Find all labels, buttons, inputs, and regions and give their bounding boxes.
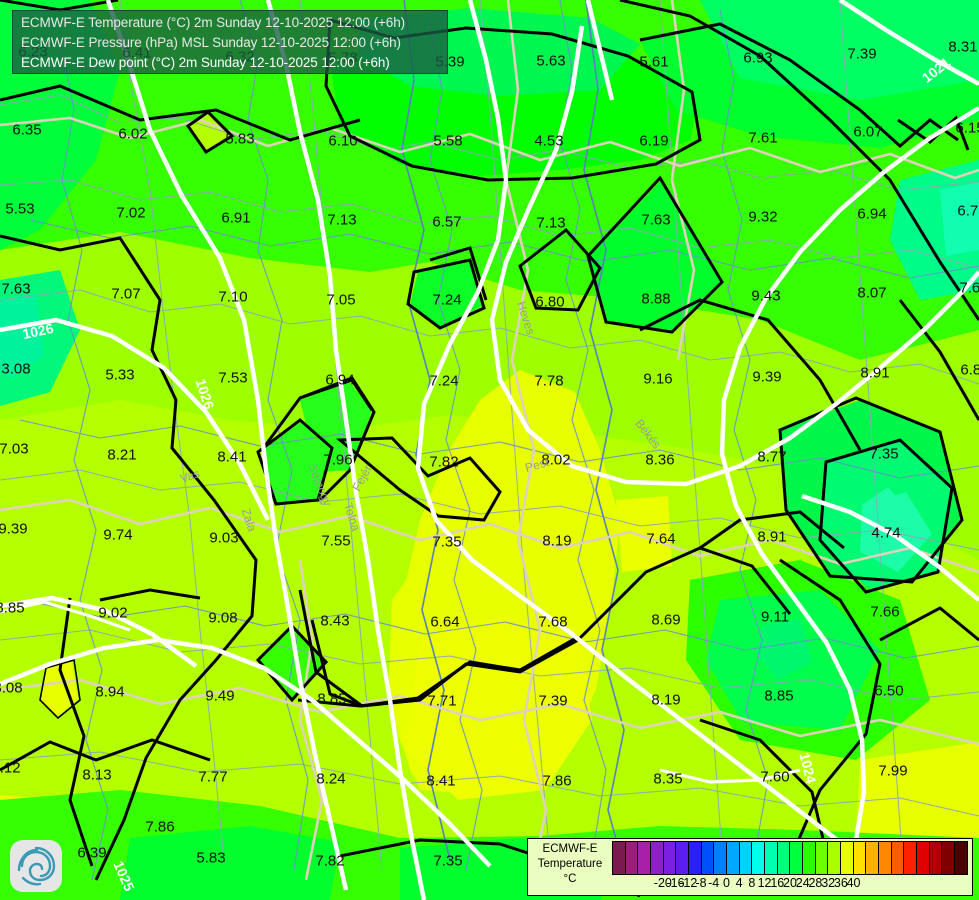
color-bar-swatch: [727, 842, 740, 874]
color-bar-swatch: [676, 842, 690, 874]
color-bar-tick: 12: [757, 876, 772, 890]
color-bar-swatch: [752, 842, 766, 874]
color-bar-swatch: [651, 842, 664, 874]
color-bar-swatch: [663, 842, 677, 874]
color-bar-swatch: [689, 842, 702, 874]
color-bar-tick: 4: [735, 876, 743, 890]
color-bar-swatch: [765, 842, 778, 874]
color-bar-swatch: [879, 842, 892, 874]
weather-swirl-logo[interactable]: [10, 840, 62, 892]
title-temperature: ECMWF-E Temperature (°C) 2m Sunday 12-10…: [21, 15, 405, 30]
color-bar-swatch: [917, 842, 930, 874]
color-bar-swatch: [739, 842, 753, 874]
color-bar-swatch: [904, 842, 918, 874]
color-bar-swatch: [942, 842, 956, 874]
legend-model: ECMWF-E: [542, 843, 598, 855]
color-bar-swatch: [891, 842, 905, 874]
color-bar-swatch: [853, 842, 867, 874]
title-pressure: ECMWF-E Pressure (hPa) MSL Sunday 12-10-…: [21, 35, 401, 50]
legend-scale: -20 -16 -12 -8 -4 0 4 8 12 16 20 24 28 32 36 40: [612, 839, 972, 893]
color-bar-tick: 24: [795, 876, 810, 890]
legend-quantity: Temperature: [537, 858, 603, 870]
color-bar-tick: 36: [833, 876, 848, 890]
color-bar-swatch: [625, 842, 639, 874]
color-bar-swatch: [955, 842, 967, 874]
color-bar-swatch: [701, 842, 715, 874]
color-bar-tick: -8: [695, 876, 707, 890]
color-bar-tick: 28: [808, 876, 823, 890]
color-bar-tick: -4: [708, 876, 720, 890]
color-bar-swatch: [638, 842, 652, 874]
map-title-overlay: ECMWF-E Temperature (°C) 2m Sunday 12-10…: [12, 10, 448, 74]
title-dewpoint: ECMWF-E Dew point (°C) 2m Sunday 12-10-2…: [21, 55, 390, 70]
color-bar-swatch: [714, 842, 728, 874]
color-bar-tick: 16: [770, 876, 785, 890]
color-bar-tick: -12: [679, 876, 698, 890]
color-bar-swatch: [815, 842, 829, 874]
color-bar-tick: -20: [653, 876, 672, 890]
temperature-legend: ECMWF-E Temperature °C -20 -16 -12 -8 -4 0 4 8 1…: [527, 838, 973, 896]
color-bar-tick: 0: [722, 876, 730, 890]
color-bar-swatch: [828, 842, 842, 874]
color-bar: [612, 841, 968, 875]
color-bar-swatch: [841, 842, 854, 874]
color-bar-tick: 32: [821, 876, 836, 890]
color-bar-tick: 40: [846, 876, 861, 890]
color-bar-swatch: [790, 842, 804, 874]
color-bar-swatch: [803, 842, 816, 874]
color-bar-swatch: [929, 842, 943, 874]
color-bar-tick: -16: [666, 876, 685, 890]
color-bar-swatch: [777, 842, 791, 874]
color-bar-ticks: -20 -16 -12 -8 -4 0 4 8 12 16 20 24 28 32 36 40: [612, 875, 968, 893]
color-bar-swatch: [866, 842, 880, 874]
color-bar-tick: 20: [783, 876, 797, 890]
legend-caption: ECMWF-E Temperature °C: [528, 839, 612, 887]
legend-unit: °C: [563, 873, 577, 885]
color-bar-swatch: [613, 842, 626, 874]
color-bar-tick: 8: [748, 876, 756, 890]
